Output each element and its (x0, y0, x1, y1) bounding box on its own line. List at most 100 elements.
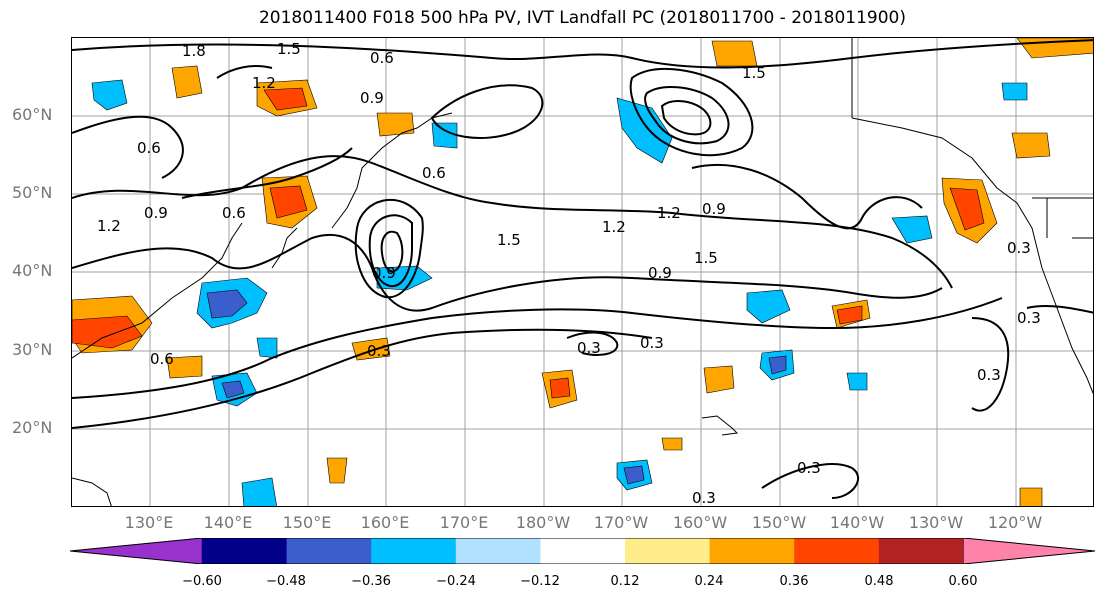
colorbar-tick: 0.48 (864, 574, 894, 589)
pos-anomaly (326, 457, 348, 484)
neg-anomaly (846, 372, 868, 391)
pos-anomaly (549, 377, 571, 399)
colorbar-extend-max (963, 538, 1096, 564)
colorbar-segment (371, 538, 457, 564)
lat-label: 50°N (12, 183, 53, 202)
contour-label: 0.3 (1017, 309, 1041, 327)
colorbar-segment (625, 538, 711, 564)
contour-label: 1.5 (742, 64, 766, 82)
colorbar-tick: 0.12 (610, 574, 640, 589)
lon-label: 160°W (672, 513, 728, 532)
pv-contours (72, 39, 1093, 499)
lat-label: 60°N (12, 105, 53, 124)
contour-label: 1.2 (97, 217, 121, 235)
contour-label: 0.6 (222, 204, 246, 222)
contour-label: 0.6 (370, 49, 394, 67)
pos-anomaly (166, 355, 203, 379)
pos-anomaly (72, 315, 143, 349)
lat-label: 20°N (12, 418, 53, 437)
pos-anomaly (263, 87, 308, 111)
lon-label: 140°E (203, 513, 253, 532)
lon-label: 130°W (908, 513, 964, 532)
pos-anomaly (376, 112, 415, 137)
colorbar-segment (202, 538, 288, 564)
pos-anomaly (1011, 132, 1051, 159)
contour-label: 1.2 (657, 204, 681, 222)
pos-anomaly (711, 40, 758, 67)
contour-label: 0.9 (648, 264, 672, 282)
neg-anomaly (256, 337, 278, 359)
colorbar-tick: −0.48 (266, 574, 306, 589)
contour-label: 0.3 (577, 339, 601, 357)
lon-label: 170°W (593, 513, 649, 532)
colorbar-tick: −0.12 (520, 574, 560, 589)
pos-anomaly (703, 365, 735, 394)
pos-anomaly (949, 187, 985, 231)
colorbar-tick: 0.24 (694, 574, 724, 589)
neg-anomaly (891, 215, 933, 244)
colorbar-tick: 0.60 (948, 574, 978, 589)
contour-label: 0.9 (144, 204, 168, 222)
colorbar (70, 538, 1096, 564)
neg-anomaly (91, 79, 128, 111)
lon-label: 160°E (360, 513, 410, 532)
neg-anomaly (206, 289, 248, 319)
pos-anomaly (836, 305, 863, 325)
contour-label: 0.6 (137, 139, 161, 157)
colorbar-segment (709, 538, 795, 564)
colorbar-segment (540, 538, 626, 564)
contour-label: 1.5 (497, 231, 521, 249)
contour-label: 0.9 (702, 200, 726, 218)
lon-label: 120°W (987, 513, 1043, 532)
colorbar-tick: −0.24 (436, 574, 476, 589)
contour-label: 0.3 (977, 366, 1001, 384)
colorbar-segment (455, 538, 541, 564)
contour-label: 0.6 (422, 164, 446, 182)
colorbar-tick: −0.60 (182, 574, 222, 589)
contour-label: 0.3 (367, 342, 391, 360)
neg-anomaly (221, 380, 245, 399)
colorbar-tick: 0.36 (779, 574, 809, 589)
neg-anomaly (1001, 82, 1028, 101)
lon-label: 180°W (515, 513, 571, 532)
colorbar-segment (794, 538, 880, 564)
neg-anomaly (768, 355, 787, 375)
graticule (72, 38, 1093, 506)
lon-label: 150°E (282, 513, 332, 532)
lat-label: 40°N (12, 261, 53, 280)
pos-anomaly (661, 437, 683, 451)
contour-label: 1.5 (277, 40, 301, 58)
lon-label: 150°W (751, 513, 807, 532)
contour-label: 1.5 (694, 249, 718, 267)
contour-label: 0.9 (360, 89, 384, 107)
neg-anomaly (623, 465, 645, 485)
colorbar-outline (70, 538, 1096, 564)
lon-label: 140°W (829, 513, 885, 532)
colorbar-tick: −0.36 (351, 574, 391, 589)
map-title: 2018011400 F018 500 hPa PV, IVT Landfall… (258, 8, 906, 28)
colorbar-segment (878, 538, 964, 564)
pos-anomaly (171, 65, 203, 99)
lon-label: 170°E (439, 513, 489, 532)
neg-anomaly (431, 122, 458, 149)
neg-anomaly (616, 97, 673, 164)
neg-anomaly (746, 289, 791, 324)
colorbar-extend-min (70, 538, 203, 564)
coastlines (72, 38, 1093, 506)
contour-label: 0.6 (150, 350, 174, 368)
map-panel: 1.8 1.5 1.2 0.6 0.9 0.6 0.6 0.9 0.6 1.2 … (71, 37, 1094, 507)
lon-label: 130°E (124, 513, 174, 532)
pos-anomaly (269, 185, 308, 219)
pos-anomaly (1019, 487, 1043, 506)
neg-anomaly (241, 477, 277, 506)
contour-label-group: 1.8 1.5 1.2 0.6 0.9 0.6 0.6 0.9 0.6 1.2 … (97, 40, 1041, 507)
map-canvas: 1.8 1.5 1.2 0.6 0.9 0.6 0.6 0.9 0.6 1.2 … (72, 38, 1093, 507)
contour-label: 0.3 (692, 489, 716, 507)
contour-label: 0.3 (797, 459, 821, 477)
contour-label: 0.3 (640, 334, 664, 352)
colorbar-segment (286, 538, 372, 564)
contour-label: 1.2 (602, 218, 626, 236)
lat-label: 30°N (12, 340, 53, 359)
contour-label: 1.2 (252, 74, 276, 92)
contour-label: 0.9 (372, 264, 396, 282)
